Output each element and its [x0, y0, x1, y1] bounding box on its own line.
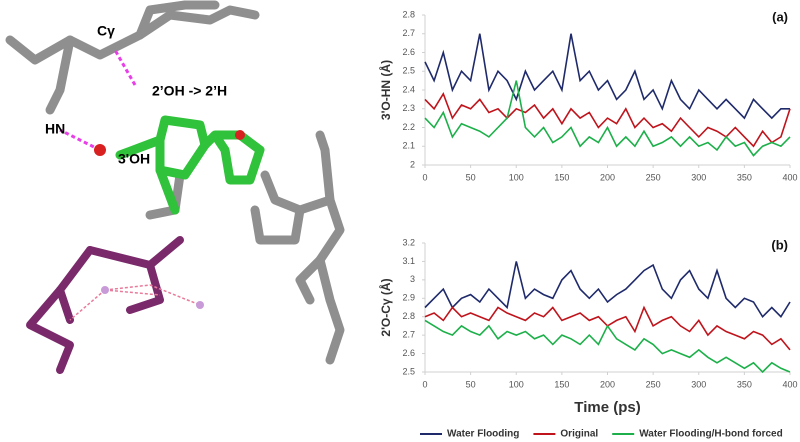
y-tick-label: 2.5 — [402, 366, 415, 376]
x-tick-label: 50 — [466, 379, 476, 389]
molecule — [5, 0, 345, 374]
x-tick-label: 100 — [509, 172, 524, 182]
panel-label: (a) — [772, 9, 788, 24]
y-tick-label: 3.2 — [402, 237, 415, 247]
x-tick-label: 300 — [691, 379, 706, 389]
x-tick-label: 400 — [782, 172, 797, 182]
atom-label: Cγ — [97, 23, 115, 39]
atom-label: HN — [45, 121, 65, 137]
y-tick-label: 2.5 — [402, 66, 415, 76]
x-tick-label: 300 — [691, 172, 706, 182]
legend-label: Water Flooding/H-bond forced — [639, 429, 783, 440]
atom-label: 3'OH — [118, 151, 150, 167]
data-line — [424, 319, 791, 374]
data-line — [424, 80, 791, 157]
y-tick-label: 2.8 — [402, 9, 415, 19]
y-tick-label: 2.2 — [402, 122, 415, 132]
x-tick-label: 400 — [782, 379, 797, 389]
x-tick-label: 250 — [646, 379, 661, 389]
y-tick-label: 3.1 — [402, 256, 415, 266]
y-tick-label: 2.7 — [402, 28, 415, 38]
y-tick-label: 2.3 — [402, 103, 415, 113]
x-tick-label: 250 — [646, 172, 661, 182]
y-tick-label: 2.4 — [402, 84, 415, 94]
y-tick-label: 2.8 — [402, 311, 415, 321]
data-line — [424, 305, 791, 351]
panel-label: (b) — [771, 237, 788, 252]
data-line — [424, 91, 791, 148]
x-tick-label: 200 — [600, 172, 615, 182]
y-tick-label: 3 — [410, 274, 415, 284]
x-tick-label: 200 — [600, 379, 615, 389]
y-tick-label: 2.6 — [402, 47, 415, 57]
y-tick-label: 2 — [410, 159, 415, 169]
x-tick-label: 0 — [422, 379, 427, 389]
x-tick-label: 0 — [422, 172, 427, 182]
y-tick-label: 2.7 — [402, 330, 415, 340]
x-tick-label: 150 — [554, 172, 569, 182]
x-tick-label: 350 — [737, 379, 752, 389]
legend-label: Water Flooding — [447, 429, 519, 440]
y-tick-label: 2.6 — [402, 348, 415, 358]
y-tick-label: 2.9 — [402, 293, 415, 303]
y-axis-title: 2'O-Cγ (Å) — [378, 278, 393, 336]
x-axis-title: Time (ps) — [574, 399, 640, 416]
x-tick-label: 150 — [554, 379, 569, 389]
x-tick-label: 350 — [737, 172, 752, 182]
data-line — [424, 261, 791, 318]
y-tick-label: 2.1 — [402, 141, 415, 151]
x-tick-label: 50 — [466, 172, 476, 182]
y-axis-title: 3'O-HN (Å) — [378, 60, 393, 120]
legend-label: Original — [560, 429, 598, 440]
atom-label: 2’OH -> 2’H — [152, 83, 227, 99]
x-tick-label: 100 — [509, 379, 524, 389]
data-line — [424, 33, 790, 120]
